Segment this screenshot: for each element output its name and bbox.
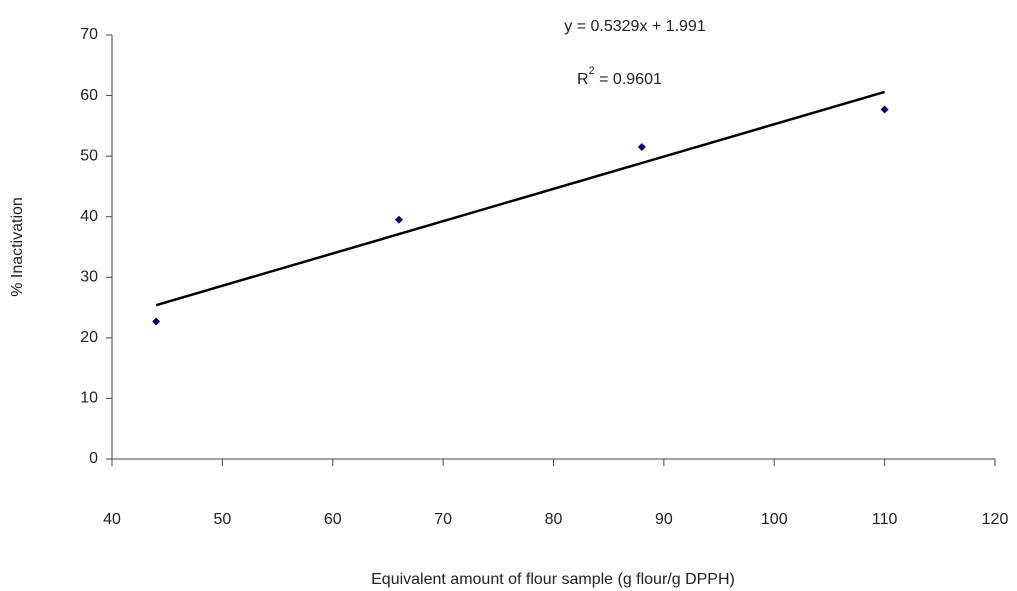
r-squared-rest: = 0.9601 [595, 71, 662, 88]
y-tick-label: 70 [80, 26, 98, 43]
point [152, 317, 161, 326]
y-tick-label: 40 [80, 208, 98, 225]
point [880, 105, 889, 114]
y-tick-label: 0 [89, 450, 98, 467]
r-squared-sup: 2 [589, 65, 595, 77]
x-tick-label: 50 [213, 511, 231, 528]
r-squared-label: R2 = 0.9601 [577, 65, 662, 88]
x-tick-label: 120 [982, 511, 1009, 528]
x-tick-label: 60 [324, 511, 342, 528]
y-tick-label: 10 [80, 390, 98, 407]
equation-label: y = 0.5329x + 1.991 [564, 18, 706, 35]
r-squared-base: R [577, 71, 589, 88]
x-tick-label: 100 [761, 511, 788, 528]
y-axis-label: % Inactivation [9, 197, 26, 297]
y-tick-label: 50 [80, 147, 98, 164]
x-tick-label: 70 [434, 511, 452, 528]
y-tick-label: 60 [80, 87, 98, 104]
x-tick-label: 40 [103, 511, 121, 528]
x-tick-label: 90 [655, 511, 673, 528]
point [637, 143, 646, 152]
y-tick-label: 30 [80, 269, 98, 286]
x-tick-label: 80 [545, 511, 563, 528]
y-tick-label: 20 [80, 329, 98, 346]
trendline [155, 90, 885, 307]
x-axis-label: Equivalent amount of flour sample (g flo… [371, 571, 735, 588]
point [394, 215, 403, 224]
x-tick-label: 110 [872, 511, 898, 528]
